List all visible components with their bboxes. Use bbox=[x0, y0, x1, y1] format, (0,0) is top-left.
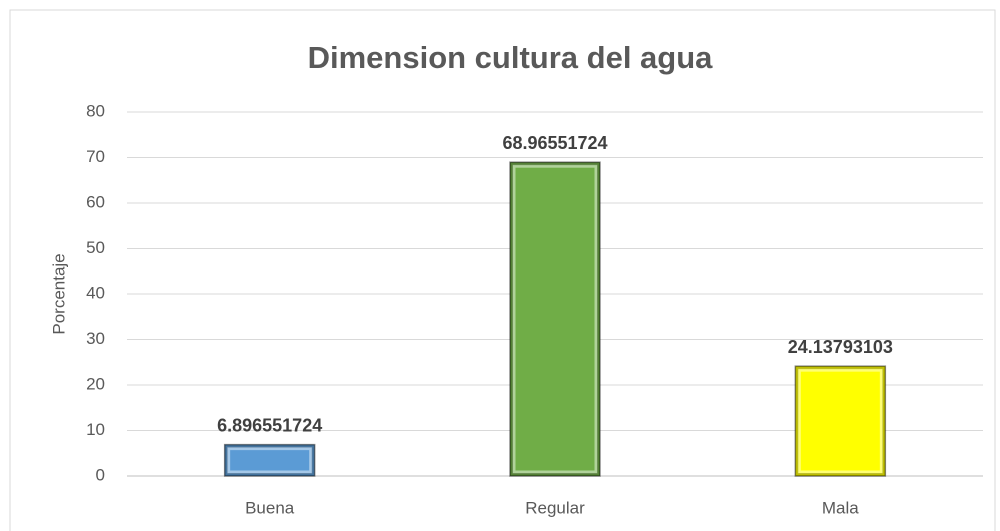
data-label: 24.13793103 bbox=[788, 337, 893, 357]
bar-shade bbox=[795, 366, 886, 477]
y-tick-label: 40 bbox=[86, 283, 105, 302]
y-tick-label: 60 bbox=[86, 192, 105, 211]
bar-bevel bbox=[227, 447, 313, 474]
y-axis-label: Porcentaje bbox=[49, 253, 68, 334]
chart-title: Dimension cultura del agua bbox=[308, 40, 714, 75]
bar-bevel bbox=[797, 368, 883, 474]
data-label: 6.896551724 bbox=[217, 415, 322, 435]
y-tick-label: 10 bbox=[86, 420, 105, 439]
y-tick-label: 0 bbox=[96, 465, 105, 484]
bar bbox=[794, 365, 887, 477]
y-tick-label: 70 bbox=[86, 147, 105, 166]
y-tick-label: 80 bbox=[86, 101, 105, 120]
bar bbox=[223, 443, 316, 477]
x-tick-label: Buena bbox=[245, 498, 295, 517]
bar-bevel bbox=[512, 164, 598, 474]
bar-shade bbox=[224, 444, 315, 477]
y-tick-label: 50 bbox=[86, 238, 105, 257]
bar bbox=[509, 161, 601, 477]
bar-shade bbox=[510, 162, 600, 476]
x-tick-label: Mala bbox=[822, 498, 859, 517]
y-tick-label: 30 bbox=[86, 329, 105, 348]
x-tick-label: Regular bbox=[525, 498, 585, 517]
data-label: 68.96551724 bbox=[502, 133, 607, 153]
y-tick-label: 20 bbox=[86, 374, 105, 393]
